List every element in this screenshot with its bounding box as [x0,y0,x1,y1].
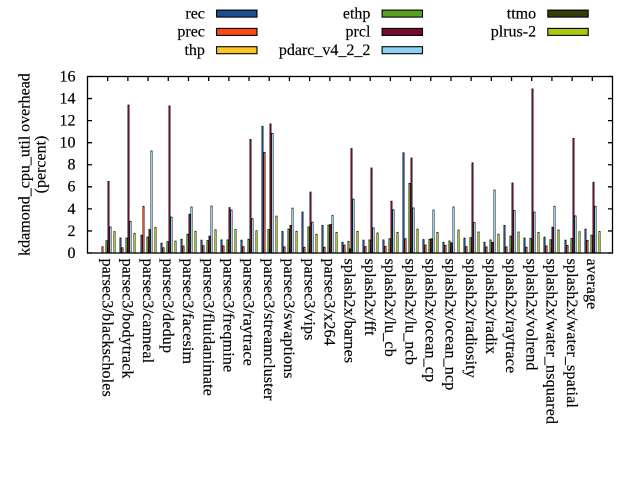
svg-text:parsec3/freqmine: parsec3/freqmine [220,259,237,373]
svg-text:10: 10 [60,135,76,152]
svg-text:parsec3/swaptions: parsec3/swaptions [280,259,297,379]
svg-text:splash2x/radix: splash2x/radix [482,259,499,355]
svg-text:prec: prec [177,24,205,41]
svg-text:splash2x/lu_ncb: splash2x/lu_ncb [401,259,418,366]
svg-text:splash2x/volrend: splash2x/volrend [522,259,539,371]
svg-text:average: average [583,259,600,310]
svg-text:12: 12 [60,113,76,130]
svg-text:plrus-2: plrus-2 [491,24,536,41]
svg-text:parsec3/streamcluster: parsec3/streamcluster [260,259,277,402]
svg-text:splash2x/lu_cb: splash2x/lu_cb [381,259,398,357]
svg-text:thp: thp [184,42,204,59]
svg-text:parsec3/raytrace: parsec3/raytrace [240,259,257,367]
svg-text:splash2x/ocean_cp: splash2x/ocean_cp [421,259,438,383]
svg-text:ttmo: ttmo [507,5,536,22]
svg-text:parsec3/fluidanimate: parsec3/fluidanimate [199,259,216,397]
svg-text:parsec3/bodytrack: parsec3/bodytrack [119,259,136,379]
svg-text:0: 0 [68,245,76,262]
svg-text:splash2x/barnes: splash2x/barnes [341,259,358,364]
svg-text:splash2x/raytrace: splash2x/raytrace [502,259,519,374]
svg-text:parsec3/facesim: parsec3/facesim [179,259,196,365]
svg-text:splash2x/water_nsquared: splash2x/water_nsquared [543,259,560,425]
svg-text:6: 6 [68,179,76,196]
svg-text:prcl: prcl [346,24,371,41]
svg-text:splash2x/fft: splash2x/fft [361,259,378,337]
svg-text:4: 4 [68,201,76,218]
svg-text:14: 14 [60,91,76,108]
svg-text:rec: rec [185,5,205,22]
svg-text:splash2x/ocean_ncp: splash2x/ocean_ncp [442,259,459,391]
svg-text:parsec3/canneal: parsec3/canneal [139,259,156,364]
svg-text:kdamond_cpu_util overhead: kdamond_cpu_util overhead [17,73,34,256]
svg-text:parsec3/x264: parsec3/x264 [321,259,338,346]
svg-text:2: 2 [68,223,76,240]
svg-text:parsec3/vips: parsec3/vips [300,259,317,341]
svg-text:(percent): (percent) [33,136,50,194]
svg-text:8: 8 [68,157,76,174]
svg-text:parsec3/dedup: parsec3/dedup [159,259,176,354]
svg-text:splash2x/water_spatial: splash2x/water_spatial [563,259,580,409]
svg-text:16: 16 [60,68,76,85]
svg-text:splash2x/radiosity: splash2x/radiosity [462,259,479,379]
svg-text:ethp: ethp [343,5,371,22]
svg-text:pdarc_v4_2_2: pdarc_v4_2_2 [279,42,371,59]
svg-text:parsec3/blackscholes: parsec3/blackscholes [98,259,115,397]
